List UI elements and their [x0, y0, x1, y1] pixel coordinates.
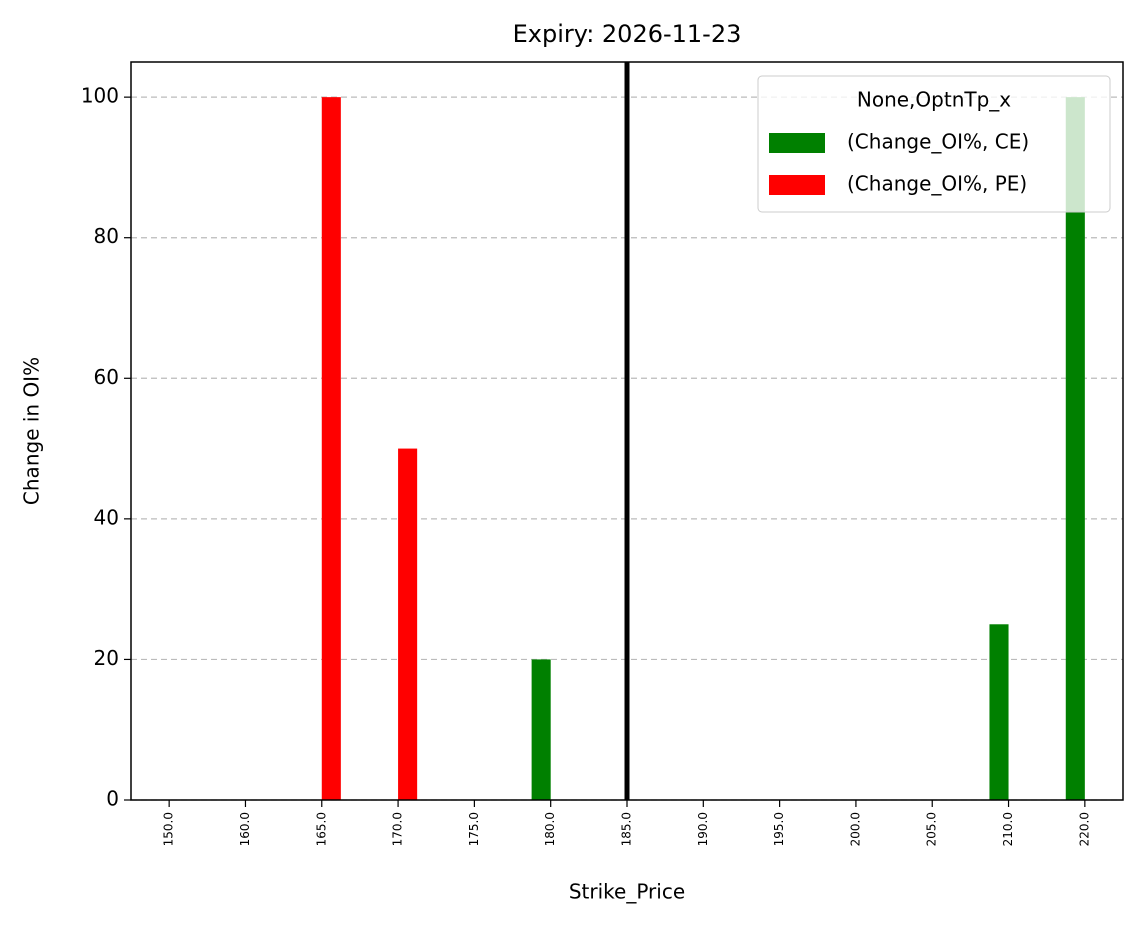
x-tick-label: 175.0	[467, 812, 481, 846]
plot-frame	[130, 61, 1124, 801]
bar	[321, 97, 341, 800]
y-tick-label: 60	[94, 365, 119, 389]
bar	[398, 448, 418, 800]
legend-swatch	[769, 175, 825, 195]
legend: None,OptnTp_x (Change_OI%, CE) (Change_OI%…	[757, 75, 1111, 213]
y-tick-label: 40	[94, 505, 119, 529]
x-tick-label: 210.0	[1001, 812, 1015, 846]
x-tick-label: 205.0	[925, 812, 939, 846]
bar	[989, 624, 1009, 800]
x-tick-label: 165.0	[314, 812, 328, 846]
legend-swatch	[769, 133, 825, 153]
y-tick-label: 0	[106, 787, 119, 811]
bar	[531, 659, 551, 800]
y-tick-label: 20	[94, 646, 119, 670]
x-tick-label: 220.0	[1077, 812, 1091, 846]
x-tick-label: 160.0	[238, 812, 252, 846]
x-tick-label: 170.0	[391, 812, 405, 846]
x-tick-label: 190.0	[696, 812, 710, 846]
legend-label: (Change_OI%, PE)	[847, 172, 1027, 196]
y-tick-label: 80	[94, 224, 119, 248]
x-axis-label: Strike_Price	[569, 880, 685, 904]
x-tick-label: 195.0	[772, 812, 786, 846]
legend-title: None,OptnTp_x	[857, 88, 1011, 112]
chart-title: Expiry: 2026-11-23	[513, 20, 742, 48]
x-tick-label: 180.0	[543, 812, 557, 846]
y-tick-label: 100	[81, 84, 119, 108]
x-tick-label: 150.0	[162, 812, 176, 846]
legend-label: (Change_OI%, CE)	[847, 130, 1029, 154]
bar	[1065, 97, 1085, 800]
legend-box	[757, 75, 1111, 213]
x-tick-label: 185.0	[620, 812, 634, 846]
y-axis-label: Change in OI%	[20, 357, 44, 505]
x-tick-label: 200.0	[848, 812, 862, 846]
